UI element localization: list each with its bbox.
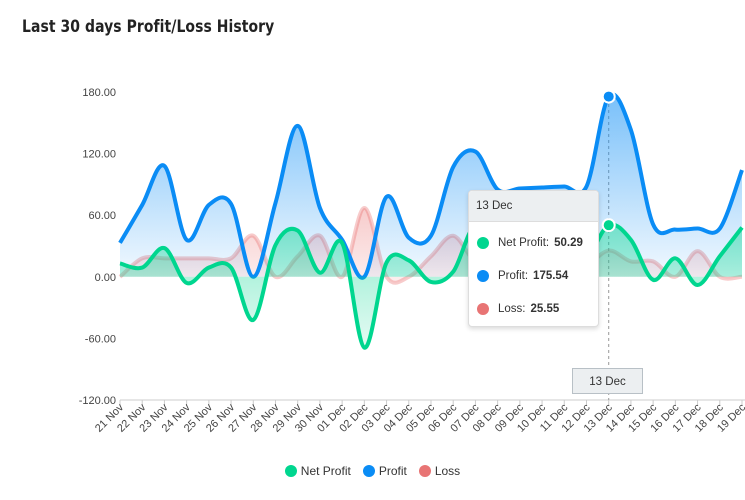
- legend-item-loss[interactable]: Loss: [418, 464, 461, 478]
- net-profit-legend-icon: [284, 465, 297, 477]
- profit-area: [120, 94, 742, 278]
- tooltip-value: 50.29: [554, 236, 583, 249]
- tooltip-row-loss: Loss: 25.55: [469, 292, 598, 325]
- tooltip-label: Profit:: [498, 269, 529, 282]
- y-tick-label: 120.00: [82, 149, 116, 161]
- tooltip-label: Loss:: [498, 302, 526, 315]
- net-profit-point: [601, 218, 616, 233]
- y-tick-label: 0.00: [95, 272, 116, 284]
- legend-label: Net Profit: [300, 464, 351, 478]
- net-profit-line: [119, 222, 744, 350]
- crosshair-x-label: 13 Dec: [572, 368, 643, 394]
- y-tick-label: -120.00: [79, 395, 116, 407]
- loss-legend-icon: [418, 465, 431, 477]
- legend-label: Profit: [378, 464, 407, 478]
- tooltip-label: Net Profit:: [498, 236, 550, 249]
- y-tick-label: 180.00: [82, 87, 116, 99]
- y-tick-label: -60.00: [85, 333, 116, 345]
- profit-point: [601, 89, 616, 104]
- tooltip-date: 13 Dec: [469, 191, 598, 222]
- legend: Net Profit Profit Loss: [0, 464, 745, 478]
- y-tick-label: 60.00: [88, 210, 116, 222]
- tooltip-value: 175.54: [533, 269, 569, 282]
- legend-item-net-profit[interactable]: Net Profit: [284, 464, 351, 478]
- legend-item-profit[interactable]: Profit: [362, 464, 407, 478]
- plot-area: [118, 89, 744, 400]
- profit-legend-icon: [362, 465, 375, 477]
- net-profit-area: [120, 224, 742, 348]
- profit-dot-icon: [477, 269, 489, 282]
- net-profit-dot-icon: [477, 236, 489, 249]
- loss-dot-icon: [477, 302, 489, 315]
- tooltip-row-net-profit: Net Profit: 50.29: [469, 226, 598, 259]
- tooltip: 13 Dec Net Profit: 50.29 Profit: 175.54 …: [468, 190, 599, 327]
- legend-label: Loss: [434, 464, 461, 478]
- profit-line: [118, 92, 744, 280]
- y-axis: 180.00 120.00 60.00 0.00 -60.00 -120.00: [79, 87, 116, 407]
- tooltip-row-profit: Profit: 175.54: [469, 259, 598, 292]
- chart-title: Last 30 days Profit/Loss History: [22, 17, 275, 37]
- tooltip-value: 25.55: [530, 302, 560, 315]
